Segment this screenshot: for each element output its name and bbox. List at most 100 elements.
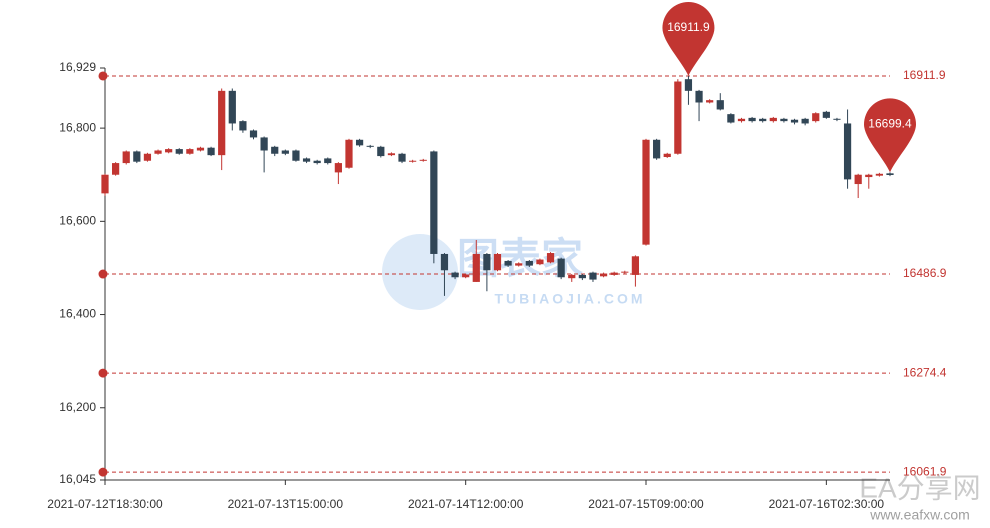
candle-body (419, 159, 427, 161)
candle-body (175, 149, 183, 154)
candle-body (801, 118, 809, 124)
candle-body (790, 119, 799, 123)
watermark: www.eafxw.com (869, 507, 970, 523)
candle-body (557, 258, 565, 278)
candle-body (112, 163, 120, 175)
candle-body (218, 90, 226, 156)
mark-line-dot (98, 269, 108, 279)
candle-body (409, 160, 417, 162)
candle-body (610, 272, 618, 275)
candle-body (653, 139, 661, 159)
y-tick-label: 16,400 (59, 307, 96, 321)
candle-body (292, 150, 300, 161)
candle-body (578, 274, 586, 279)
candle-body (366, 145, 374, 147)
candle-body (483, 253, 491, 271)
candle-body (843, 123, 852, 180)
x-tick-label: 2021-07-12T18:30:00 (47, 497, 163, 511)
mark-line-dot (98, 467, 108, 477)
candle-body (345, 139, 353, 168)
candle-body (101, 174, 109, 194)
mark-point-label: 16699.4 (868, 117, 912, 131)
mark-point (662, 1, 715, 76)
candle-body (430, 151, 438, 254)
candle-body (207, 147, 215, 156)
mark-line-label: 16274.4 (903, 365, 947, 379)
y-tick-label: 16,929 (59, 60, 96, 74)
candle-body (865, 174, 873, 178)
candle-body (387, 153, 396, 156)
candle-body (271, 146, 279, 154)
candle-body (281, 150, 289, 154)
mark-line-label: 16911.9 (903, 68, 946, 82)
candle-body (759, 118, 767, 122)
candle-body (260, 137, 268, 151)
candle-body (165, 149, 173, 153)
candle-body (886, 173, 894, 176)
mark-line-dot (98, 71, 108, 81)
mark-point-label: 16911.9 (667, 20, 710, 34)
candle-body (249, 130, 258, 138)
candle-body (621, 271, 629, 273)
candle-body (398, 153, 406, 162)
candle-body (599, 273, 608, 277)
candle-body (568, 274, 576, 279)
candle-body (451, 272, 459, 278)
candle-body (122, 151, 130, 164)
candle-body (462, 274, 470, 278)
candle-body (536, 259, 544, 265)
candle-body (228, 90, 236, 124)
candle-body (239, 121, 247, 131)
candle-body (143, 153, 152, 161)
candle-body (780, 118, 788, 122)
candle-body (706, 100, 714, 103)
candle-body (525, 260, 533, 266)
candle-body (674, 81, 682, 154)
candle-body (196, 147, 205, 151)
candle-body (546, 253, 555, 263)
y-tick-label: 16,045 (59, 472, 96, 486)
mark-point (864, 98, 916, 173)
mark-line-label: 16486.9 (903, 266, 947, 280)
candle-body (313, 160, 321, 164)
candle-body (695, 90, 703, 103)
candle-body (822, 111, 830, 118)
candle-body (493, 253, 502, 271)
candle-body (642, 139, 650, 245)
x-tick-label: 2021-07-15T09:00:00 (588, 497, 704, 511)
candle-body (133, 151, 141, 162)
x-tick-label: 2021-07-14T12:00:00 (408, 497, 524, 511)
candle-body (472, 253, 480, 282)
candle-body (769, 117, 777, 122)
candle-body (727, 114, 735, 123)
candle-body (377, 146, 385, 157)
candle-body (875, 173, 883, 176)
candle-body (334, 163, 342, 173)
y-tick-label: 16,800 (59, 120, 96, 134)
watermark: EA分享网 (859, 472, 980, 503)
candle-body (515, 263, 523, 266)
candle-body (812, 113, 820, 122)
candle-body (154, 150, 162, 154)
candle-body (833, 118, 841, 120)
candle-body (854, 174, 862, 185)
candle-body (186, 149, 194, 154)
watermark: TUBIAOJIA.COM (495, 291, 646, 307)
candle-body (589, 272, 597, 280)
candle-body (440, 253, 449, 271)
x-tick-label: 2021-07-16T02:30:00 (769, 497, 885, 511)
candle-body (302, 158, 311, 162)
candle-body (737, 118, 746, 122)
candle-body (504, 260, 512, 266)
x-tick-label: 2021-07-13T15:00:00 (228, 497, 344, 511)
y-tick-label: 16,600 (59, 214, 96, 228)
mark-line-dot (98, 368, 108, 378)
candle-body (684, 79, 693, 91)
mark-line-label: 16061.9 (903, 464, 947, 478)
watermark-logo (382, 234, 458, 310)
candle-body (631, 256, 640, 275)
y-tick-label: 16,200 (59, 400, 96, 414)
candle-body (748, 117, 756, 122)
candle-body (355, 139, 364, 146)
